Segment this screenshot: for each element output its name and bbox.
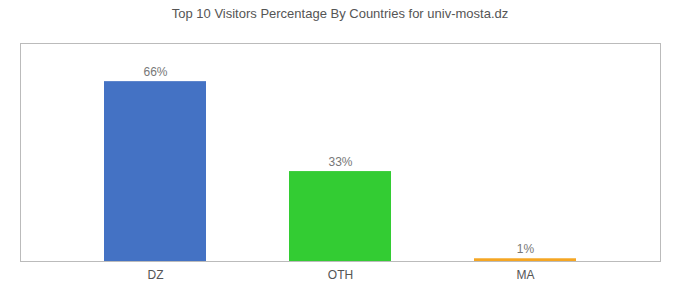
svg-text:OTH: OTH [328, 268, 353, 282]
svg-text:33%: 33% [328, 155, 352, 169]
svg-text:MA: MA [517, 268, 535, 282]
svg-text:DZ: DZ [148, 268, 164, 282]
svg-text:66%: 66% [143, 65, 167, 79]
svg-text:1%: 1% [517, 242, 535, 256]
html-text:Top 10 Visitors Percentage By: Top 10 Visitors Percentage By Countries … [171, 6, 509, 21]
